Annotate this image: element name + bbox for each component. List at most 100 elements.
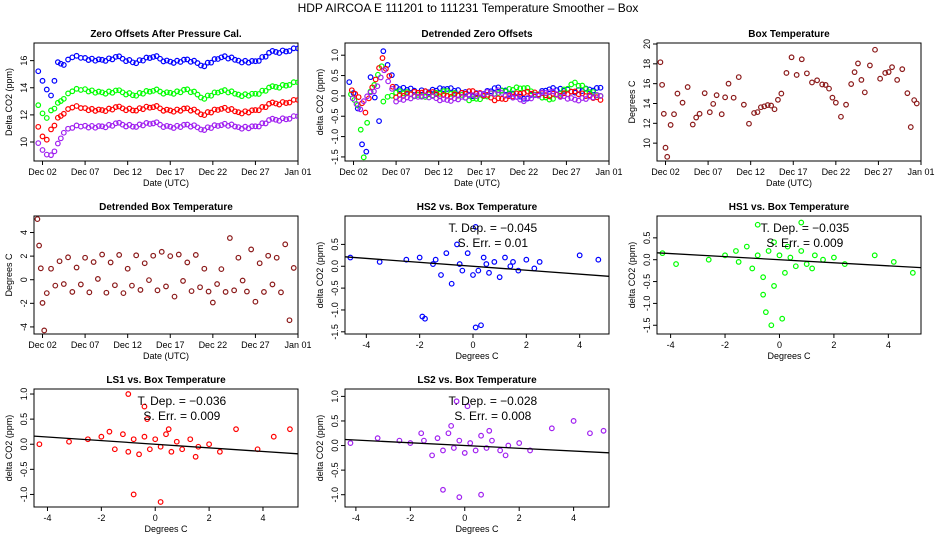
data-point xyxy=(480,91,487,98)
data-point xyxy=(112,104,119,110)
data-point xyxy=(400,97,407,103)
data-point xyxy=(143,103,150,110)
data-point xyxy=(546,89,553,96)
data-point xyxy=(858,76,865,83)
data-point xyxy=(440,447,446,454)
data-point xyxy=(506,92,513,98)
data-point xyxy=(590,94,597,101)
data-point xyxy=(771,106,778,113)
data-point xyxy=(283,82,289,89)
data-point xyxy=(180,56,187,63)
data-point xyxy=(459,267,466,274)
data-point xyxy=(407,95,414,102)
plot-area xyxy=(345,398,609,501)
data-point xyxy=(249,123,255,130)
data-point xyxy=(572,79,578,86)
data-point xyxy=(51,122,58,129)
x-tick-label: Dec 17 xyxy=(156,167,185,177)
data-point xyxy=(909,269,916,276)
x-axis-label: Degrees C xyxy=(455,351,499,361)
data-point xyxy=(376,65,382,71)
data-point xyxy=(496,274,503,281)
y-tick-label: -1.0 xyxy=(330,487,340,503)
data-point xyxy=(160,124,167,130)
data-point xyxy=(208,59,215,66)
data-point xyxy=(451,95,458,102)
plot-frame xyxy=(656,42,922,162)
data-point xyxy=(499,87,505,94)
data-point xyxy=(249,107,255,114)
series-HS2 xyxy=(347,224,602,331)
data-point xyxy=(662,144,669,151)
data-point xyxy=(106,105,112,112)
data-point xyxy=(130,491,137,498)
data-point xyxy=(208,109,215,116)
series-LS1 xyxy=(36,391,293,505)
series-HS1 xyxy=(348,63,604,161)
data-point xyxy=(761,103,768,110)
data-point xyxy=(218,106,225,112)
data-point xyxy=(77,281,84,288)
data-point xyxy=(192,252,199,258)
data-point xyxy=(475,267,482,274)
temperature-dependence-label: T. Dep. = −0.035 xyxy=(760,221,849,235)
y-tick-label: 10 xyxy=(642,138,652,148)
data-point xyxy=(546,96,553,103)
chart-title: Box Temperature xyxy=(748,29,830,40)
data-point xyxy=(174,88,180,95)
data-point xyxy=(877,75,884,82)
data-point xyxy=(82,254,88,261)
y-tick-label: 0.0 xyxy=(642,253,652,266)
plot-frame xyxy=(33,215,299,335)
data-point xyxy=(98,433,105,440)
data-point xyxy=(65,254,71,261)
data-point xyxy=(364,93,371,100)
data-point xyxy=(187,89,194,96)
data-point xyxy=(201,112,208,119)
data-point xyxy=(150,120,157,127)
data-point xyxy=(561,86,567,93)
data-point xyxy=(832,99,839,106)
data-point xyxy=(456,261,463,267)
data-point xyxy=(152,436,159,443)
data-point xyxy=(120,290,127,297)
x-tick-label: Dec 12 xyxy=(113,340,142,350)
x-tick-label: 2 xyxy=(524,340,529,350)
data-point xyxy=(273,254,280,261)
data-point xyxy=(43,115,50,121)
data-point xyxy=(269,115,276,122)
data-point xyxy=(140,90,146,97)
y-tick-label: -4 xyxy=(19,323,29,331)
data-point xyxy=(215,123,221,129)
regression-line xyxy=(657,252,921,269)
data-point xyxy=(232,56,238,63)
data-point xyxy=(535,92,542,99)
data-point xyxy=(722,252,728,259)
data-point xyxy=(760,291,767,298)
data-point xyxy=(472,324,479,331)
data-point xyxy=(129,282,135,289)
data-point xyxy=(286,48,293,54)
data-point xyxy=(211,106,218,113)
x-tick-label: Dec 27 xyxy=(864,167,893,177)
data-point xyxy=(259,104,266,110)
data-point xyxy=(453,398,460,405)
data-point xyxy=(754,109,761,116)
data-point xyxy=(125,448,132,455)
x-tick-label: Dec 02 xyxy=(651,167,680,177)
y-tick-label: -1.5 xyxy=(330,324,340,340)
data-point xyxy=(388,72,395,79)
data-point xyxy=(477,90,483,97)
data-point xyxy=(252,58,259,65)
data-point xyxy=(429,86,436,93)
x-tick-label: -4 xyxy=(362,340,370,350)
data-point xyxy=(820,256,826,263)
x-tick-label: -4 xyxy=(352,513,360,523)
data-point xyxy=(440,96,447,102)
data-point xyxy=(242,108,249,115)
x-tick-label: Dec 22 xyxy=(199,167,228,177)
data-point xyxy=(232,90,238,97)
data-point xyxy=(218,88,225,95)
y-tick-label: 0.5 xyxy=(330,415,340,428)
data-point xyxy=(403,256,410,263)
